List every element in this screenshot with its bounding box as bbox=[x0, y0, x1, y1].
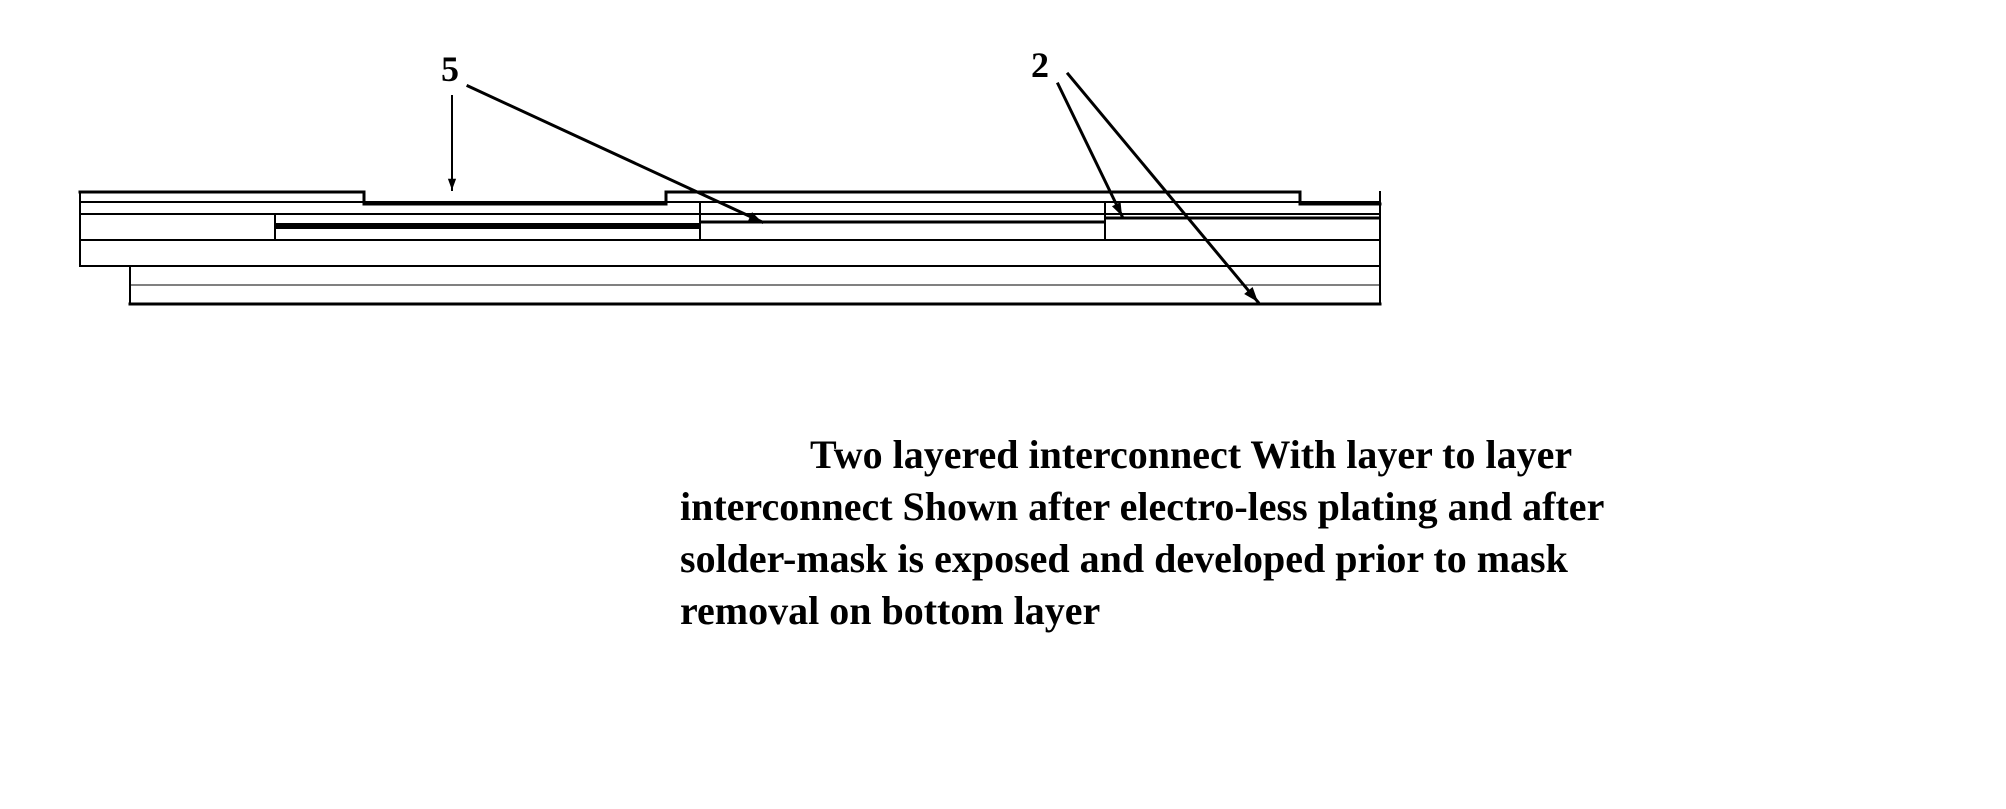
figure-canvas: 5 2 Two layered interconnect With layer … bbox=[0, 0, 2006, 809]
diagram-svg bbox=[0, 0, 2006, 809]
caption-line: Two layered interconnect With layer to l… bbox=[680, 430, 1604, 482]
caption-line: interconnect Shown after electro-less pl… bbox=[680, 482, 1604, 534]
caption-line: removal on bottom layer bbox=[680, 586, 1604, 638]
caption-line: solder-mask is exposed and developed pri… bbox=[680, 534, 1604, 586]
arrows-group bbox=[448, 74, 1258, 302]
figure-caption: Two layered interconnect With layer to l… bbox=[680, 430, 1604, 638]
